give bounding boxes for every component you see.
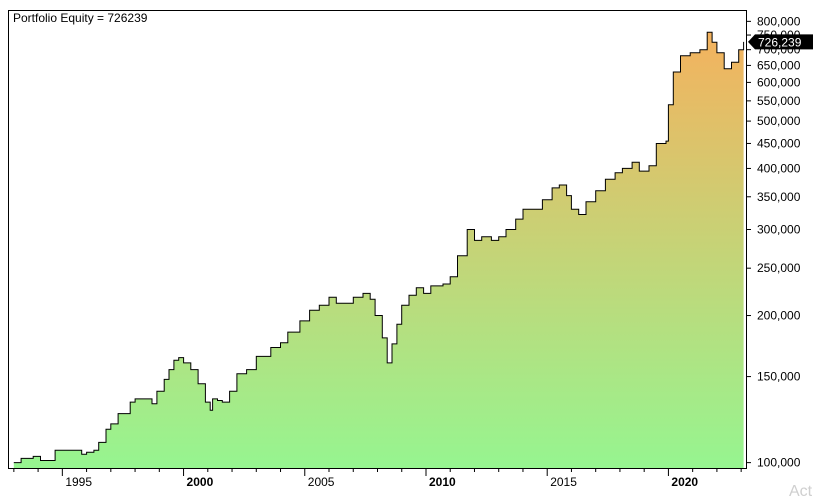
y-tick-label: 350,000 [757, 190, 801, 204]
watermark-text: Act [789, 483, 813, 500]
y-tick-label: 200,000 [757, 309, 801, 323]
y-tick-label: 800,000 [757, 14, 801, 28]
y-tick-label: 250,000 [757, 261, 801, 275]
y-tick-label: 650,000 [757, 58, 801, 72]
x-axis: 1995 2000 2005 2010 2015 2020 [13, 468, 742, 489]
y-tick-label: 100,000 [757, 456, 801, 470]
y-tick-label: 150,000 [757, 370, 801, 384]
equity-area [13, 32, 744, 468]
y-tick-label: 550,000 [757, 94, 801, 108]
y-axis: 100,000 150,000 200,000 250,000 300,000 350,0… [746, 14, 801, 470]
equity-line [13, 31, 745, 464]
y-tick-label: 400,000 [757, 161, 801, 175]
x-tick-label: 2015 [550, 475, 577, 489]
y-tick-label: 600,000 [757, 75, 801, 89]
x-tick-label: 2005 [308, 475, 335, 489]
y-tick-label: 500,000 [757, 114, 801, 128]
x-tick-label: 1995 [65, 475, 92, 489]
last-value-tag [748, 34, 813, 50]
y-tick-label: 450,000 [757, 136, 801, 150]
x-tick-label: 2020 [671, 475, 698, 489]
chart-title: Portfolio Equity = 726239 [13, 11, 148, 25]
x-tick-label: 2010 [429, 475, 456, 489]
y-tick-label: 300,000 [757, 222, 801, 236]
x-tick-label: 2000 [187, 475, 214, 489]
last-value-label: 726,239 [758, 35, 802, 49]
last-value-marker: 726,239 [748, 34, 813, 50]
